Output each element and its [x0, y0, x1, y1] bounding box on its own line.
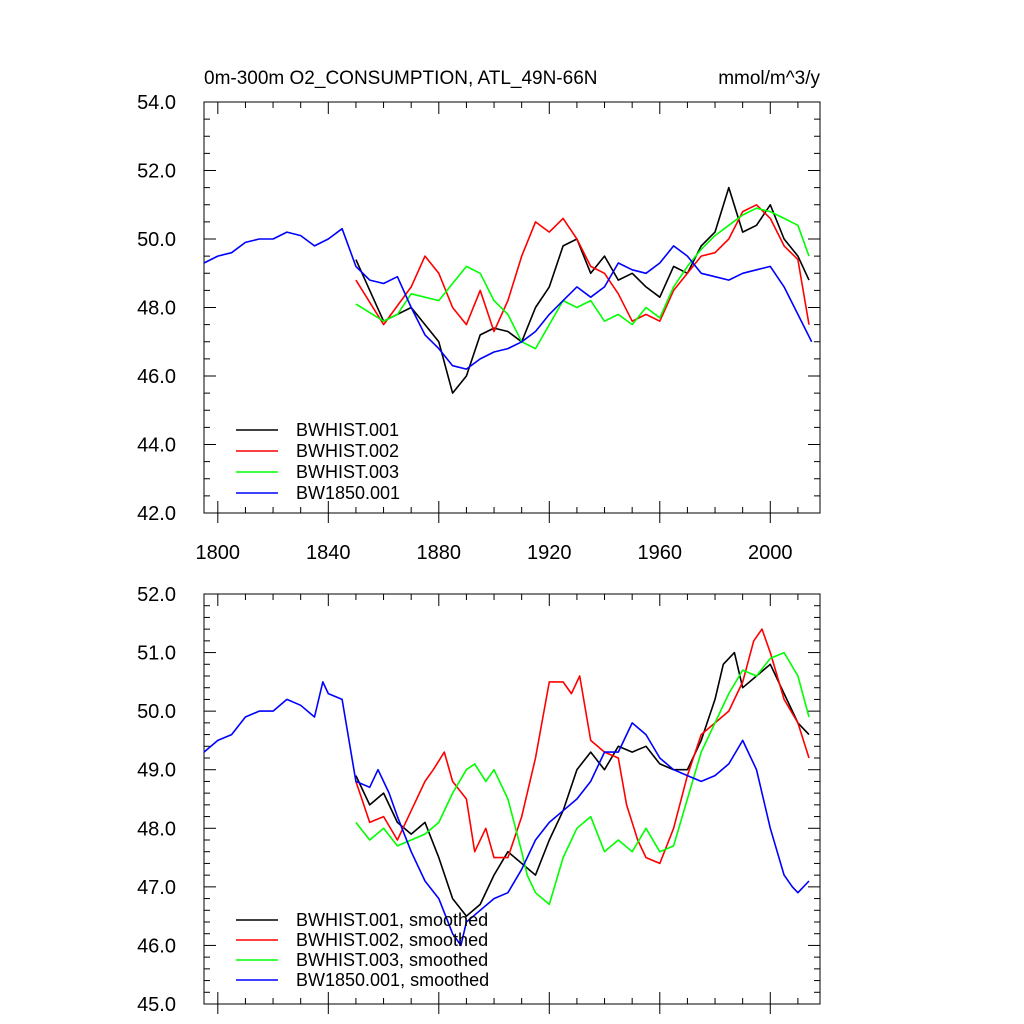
series-line-bwhist-001-smoothed [355, 651, 810, 917]
y-tick-label: 52.0 [137, 584, 176, 606]
series-line-bwhist-003 [355, 207, 810, 350]
plot-frame-bottom [203, 593, 821, 1005]
series-line-bw1850-001-smoothed [203, 681, 810, 947]
series-line-bwhist-002 [355, 204, 810, 333]
legend-label: BWHIST.002, smoothed [296, 930, 488, 950]
y-tick-label: 51.0 [137, 643, 176, 665]
legend-label: BWHIST.001 [296, 420, 399, 440]
series-line-bwhist-001 [355, 186, 810, 394]
chart-title-right: mmol/m^3/y [718, 68, 820, 89]
y-tick-label: 50.0 [137, 701, 176, 723]
x-tick-label: 1880 [417, 542, 462, 564]
y-tick-label: 50.0 [137, 229, 176, 251]
series-lines-top [203, 186, 813, 394]
y-tick-label: 42.0 [137, 503, 176, 525]
legend-label: BW1850.001 [296, 483, 400, 503]
x-tick-label: 1800 [196, 542, 241, 564]
series-lines-bottom [203, 628, 810, 947]
y-tick-label: 44.0 [137, 435, 176, 457]
x-tick-label: 2000 [748, 542, 793, 564]
chart-title-left: 0m-300m O2_CONSUMPTION, ATL_49N-66N [204, 68, 598, 89]
y-tick-label: 47.0 [137, 877, 176, 899]
tick-marks-bottom: 45.0 46.0 47.0 48.0 49.0 50.0 51.0 52.0 [137, 584, 820, 1016]
y-tick-label: 52.0 [137, 161, 176, 183]
x-tick-label: 1920 [527, 542, 572, 564]
legend-label: BWHIST.003 [296, 462, 399, 482]
legend-label: BWHIST.002 [296, 441, 399, 461]
top-panel: 0m-300m O2_CONSUMPTION, ATL_49N-66N mmol… [137, 68, 821, 564]
legend-label: BWHIST.001, smoothed [296, 910, 488, 930]
tick-marks-top: 1800 1840 1880 1920 1960 2000 42.0 44.0 46.0 48.0… [137, 92, 820, 564]
series-line-bw1850-001 [203, 227, 813, 370]
x-tick-label: 1840 [306, 542, 351, 564]
y-tick-label: 45.0 [137, 994, 176, 1016]
y-tick-label: 49.0 [137, 760, 176, 782]
y-tick-label: 54.0 [137, 92, 176, 114]
series-line-bwhist-003-smoothed [355, 651, 810, 906]
x-tick-label: 1960 [638, 542, 683, 564]
bottom-panel: 45.0 46.0 47.0 48.0 49.0 50.0 51.0 52.0 BWHIST.… [137, 584, 821, 1016]
series-line-bwhist-002-smoothed [355, 628, 810, 865]
y-tick-label: 46.0 [137, 935, 176, 957]
y-tick-label: 48.0 [137, 298, 176, 320]
y-tick-label: 48.0 [137, 818, 176, 840]
legend-label: BW1850.001, smoothed [296, 970, 489, 990]
y-tick-label: 46.0 [137, 366, 176, 388]
legend-label: BWHIST.003, smoothed [296, 950, 488, 970]
